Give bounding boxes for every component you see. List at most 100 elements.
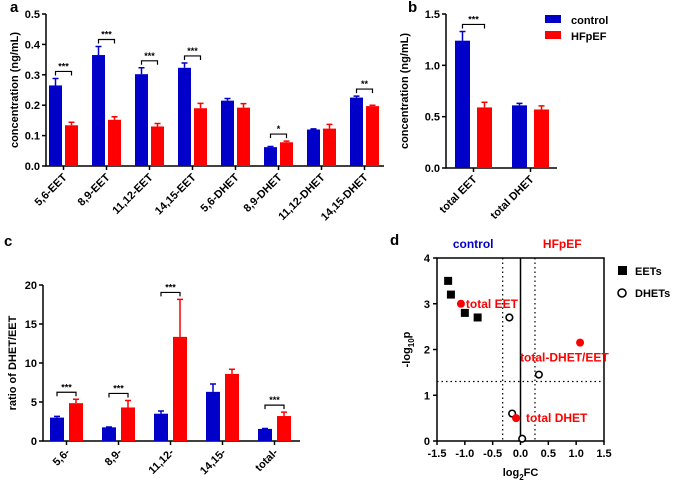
bar-control xyxy=(49,85,62,166)
error-bar xyxy=(125,399,131,408)
significance-stars: *** xyxy=(58,61,69,71)
point-eet xyxy=(444,276,453,285)
error-bar xyxy=(95,45,102,56)
x-tick-label: 14,15- xyxy=(198,446,229,477)
x-axis-label: log2FC xyxy=(503,467,539,482)
significance-stars: *** xyxy=(468,14,479,24)
error-bar xyxy=(229,368,235,374)
point-label: total-DHET/EET xyxy=(520,351,609,365)
y-tick-label: 2 xyxy=(424,345,430,357)
x-tick-label: total EET xyxy=(437,173,479,215)
y-tick-label: 4 xyxy=(424,253,431,265)
y-axis-label: ratio of DHET/EET xyxy=(7,315,19,410)
bar-hfpef xyxy=(366,106,379,166)
y-axis-label: -log10p xyxy=(401,331,416,367)
bar-hfpef xyxy=(65,125,78,166)
point-eet xyxy=(460,308,469,317)
bar-control xyxy=(135,74,148,166)
x-tick-label: total DHET xyxy=(488,173,536,221)
y-tick-label: 20 xyxy=(25,280,37,292)
significance-stars: *** xyxy=(165,282,176,292)
bar-control xyxy=(178,67,191,166)
legend-label-hfpef: HFpEF xyxy=(571,31,607,43)
legend-marker-eets xyxy=(618,266,627,275)
y-tick-label: 0.0 xyxy=(25,161,40,173)
y-tick-label: 3 xyxy=(424,299,430,311)
x-label-base: log xyxy=(503,467,520,479)
error-bar xyxy=(459,30,466,41)
error-bar xyxy=(154,122,161,127)
legend-swatch-hfpef xyxy=(545,31,561,39)
panel-label: d xyxy=(390,232,399,249)
y-tick-label: 15 xyxy=(25,319,37,331)
significance-bracket xyxy=(160,291,181,297)
bar-hfpef xyxy=(534,109,549,168)
significance-bracket xyxy=(54,70,73,76)
significance-bracket xyxy=(97,38,116,44)
error-bar xyxy=(73,398,79,404)
y-tick-label: 1.0 xyxy=(425,60,440,72)
error-bar xyxy=(538,105,545,110)
error-bar xyxy=(310,128,317,130)
bar-control xyxy=(102,427,116,441)
bar-control xyxy=(154,413,168,441)
legend-label-control: control xyxy=(571,15,608,27)
bar-hfpef xyxy=(69,403,83,441)
y-tick-label: 0 xyxy=(424,436,430,448)
region-label-hfpef: HFpEF xyxy=(543,237,582,251)
x-tick-label: 11,12- xyxy=(147,446,177,476)
bar-hfpef xyxy=(280,142,293,166)
panel-b: b 0.0 0.5 1.0 1.5 concentration (ng/mL) total … xyxy=(399,0,557,222)
x-tick-label: -1.0 xyxy=(455,448,474,460)
error-bar xyxy=(158,410,164,414)
significance-bracket xyxy=(56,391,77,397)
y-label-rest: p xyxy=(401,331,413,338)
error-bar xyxy=(369,104,376,107)
error-bar xyxy=(481,101,488,108)
significance-stars: *** xyxy=(187,46,198,56)
bar-control xyxy=(455,40,470,169)
panel-c: c 0 5 10 15 20 ratio of DHET/EET 5,6- *** 8,9- ***… xyxy=(4,233,300,477)
x-tick-label: 5,6-EET xyxy=(33,171,70,208)
y-label-base: -log xyxy=(401,347,413,367)
point-highlight xyxy=(512,414,521,423)
significance-stars: *** xyxy=(269,395,280,405)
error-bar xyxy=(283,140,290,143)
y-tick-label: 0.2 xyxy=(25,100,40,112)
legend-label-eets: EETs xyxy=(635,266,662,278)
panel-label: b xyxy=(408,0,417,16)
error-bar xyxy=(52,77,59,86)
y-tick-label: 5 xyxy=(31,397,37,409)
bar-hfpef xyxy=(277,416,291,441)
x-tick-label: 0.5 xyxy=(541,448,556,460)
error-bar xyxy=(177,298,183,337)
y-tick-label: 0 xyxy=(31,436,37,448)
significance-stars: ** xyxy=(361,79,369,89)
y-tick-label: 1.5 xyxy=(425,9,440,21)
significance-bracket xyxy=(108,392,129,398)
point-dhet xyxy=(505,313,514,322)
error-bar xyxy=(326,123,333,129)
error-bar xyxy=(138,67,145,75)
bar-control xyxy=(221,100,234,166)
legend-swatch-control xyxy=(545,15,561,23)
error-bar xyxy=(197,102,204,109)
significance-stars: * xyxy=(277,124,281,134)
bar-control xyxy=(258,428,272,441)
error-bar xyxy=(68,121,75,126)
significance-bracket xyxy=(183,55,202,60)
y-axis-label: concentration (ng/mL) xyxy=(399,33,411,149)
significance-stars: *** xyxy=(61,382,72,392)
y-tick-label: 0.0 xyxy=(425,163,440,175)
x-tick-label: total- xyxy=(253,446,281,474)
panel-label: a xyxy=(10,0,19,16)
point-label: total DHET xyxy=(526,411,588,425)
x-tick-label: -0.5 xyxy=(483,448,502,460)
x-tick-label: 0.0 xyxy=(513,448,528,460)
error-bar xyxy=(181,62,188,68)
significance-bracket xyxy=(355,88,374,94)
x-tick-label: 14,15-EET xyxy=(153,171,199,217)
significance-stars: *** xyxy=(101,30,112,40)
bar-hfpef xyxy=(237,107,250,166)
